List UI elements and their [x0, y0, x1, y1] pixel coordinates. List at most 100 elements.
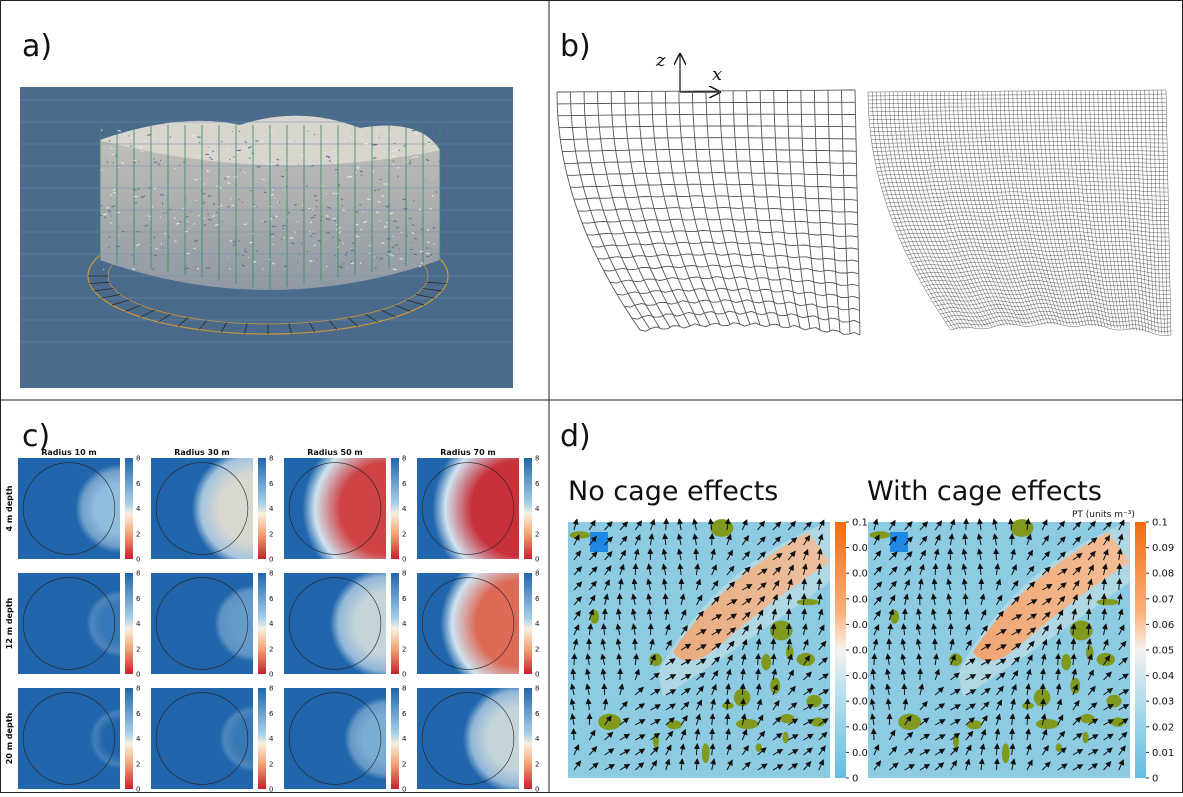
- colorbar-tick-label: 4: [136, 620, 141, 628]
- colorbar-tick-label: 0: [136, 556, 140, 564]
- fish: [382, 183, 383, 184]
- fish: [388, 254, 392, 255]
- island: [756, 743, 762, 752]
- island: [953, 733, 959, 748]
- fish: [340, 267, 343, 268]
- colorbar-tick-label: 6: [402, 595, 407, 603]
- colorbar-tick-label: 6: [402, 710, 407, 718]
- fish: [248, 257, 249, 258]
- colorbar: [524, 573, 532, 674]
- fish: [206, 154, 209, 155]
- island: [570, 531, 591, 539]
- colorbar-tick-label: 0.07: [1152, 594, 1174, 605]
- fish: [186, 200, 187, 201]
- island: [736, 719, 759, 729]
- island: [1106, 695, 1121, 708]
- fish: [414, 200, 415, 201]
- colorbar-tick-label: 2: [402, 760, 406, 768]
- column-title: Radius 10 m: [41, 448, 97, 457]
- fish: [357, 168, 359, 169]
- fish: [309, 161, 311, 162]
- mesh-line: [940, 307, 1170, 319]
- fish: [198, 215, 199, 216]
- fish: [180, 165, 181, 166]
- fish: [107, 208, 109, 209]
- island: [1097, 653, 1115, 666]
- fish: [379, 260, 380, 261]
- fish: [284, 237, 285, 238]
- colorbar-tick-label: 8: [136, 455, 140, 463]
- fish: [377, 202, 381, 203]
- colorbar-tick-label: 4: [269, 620, 274, 628]
- colorbar-tick-label: 2: [269, 645, 273, 653]
- fish: [245, 172, 246, 173]
- colorbar-tick-label: 2: [535, 530, 539, 538]
- fish: [195, 200, 196, 201]
- fish: [187, 221, 188, 222]
- island: [890, 610, 899, 624]
- colorbar: [258, 573, 266, 674]
- colorbar-tick-label: 0: [852, 774, 858, 785]
- colorbar: [391, 573, 399, 674]
- map-title: No cage effects: [568, 476, 778, 507]
- island: [653, 733, 659, 748]
- fish: [190, 212, 191, 213]
- fish: [233, 241, 236, 242]
- fish: [289, 141, 292, 142]
- fish: [345, 255, 347, 256]
- colorbar: [1135, 522, 1146, 778]
- row-label: 12 m depth: [5, 597, 14, 649]
- colorbar-tick-label: 0.02: [1152, 722, 1174, 733]
- heatmap: [284, 688, 386, 789]
- colorbar-tick-label: 2: [402, 645, 406, 653]
- fish: [380, 258, 384, 259]
- island: [1002, 743, 1010, 763]
- fish: [201, 206, 202, 207]
- island: [797, 653, 815, 666]
- marker: [890, 532, 908, 552]
- fish: [262, 141, 264, 142]
- colorbar-tick-label: 6: [136, 480, 141, 488]
- fish: [314, 196, 317, 197]
- island: [1010, 519, 1033, 537]
- marker: [590, 532, 608, 552]
- fish: [339, 228, 340, 229]
- fish: [227, 159, 230, 160]
- fish: [109, 237, 111, 238]
- island: [1036, 719, 1059, 729]
- colorbar-tick-label: 0.01: [1152, 748, 1174, 759]
- fish: [299, 254, 301, 255]
- colorbar: [125, 688, 133, 789]
- fish: [409, 218, 412, 219]
- fish: [393, 156, 395, 157]
- fish: [265, 144, 266, 145]
- fish: [143, 141, 147, 142]
- flow-arrow: [574, 654, 575, 665]
- fish: [342, 205, 343, 206]
- colorbar-tick-label: 0.05: [1152, 646, 1174, 657]
- colorbar-tick-label: 0: [1152, 774, 1158, 785]
- fish: [363, 210, 364, 211]
- fish: [154, 188, 156, 189]
- figure: a) b) c) d) z x Radius 10 m4 m depth0246…: [0, 0, 1183, 793]
- colorbar-tick-label: 0: [535, 786, 539, 794]
- colorbar: [835, 522, 846, 778]
- fish: [434, 244, 435, 245]
- fish: [131, 136, 132, 137]
- flow-arrow: [935, 564, 936, 575]
- fish: [101, 169, 102, 170]
- colorbar-tick-label: 8: [535, 685, 539, 693]
- fish: [150, 219, 151, 220]
- mesh-line: [921, 277, 1170, 287]
- colorbar-title: PT (units m⁻³): [1072, 510, 1135, 520]
- colorbar-tick-label: 0: [402, 671, 406, 679]
- fish: [291, 243, 294, 244]
- mesh-figure: z x: [557, 50, 1171, 336]
- colorbar-tick-label: 4: [269, 735, 274, 743]
- fish: [360, 171, 363, 172]
- island: [1086, 645, 1094, 660]
- fish: [152, 269, 155, 270]
- fish: [282, 225, 285, 226]
- fish: [361, 140, 363, 141]
- mesh-line: [640, 323, 860, 335]
